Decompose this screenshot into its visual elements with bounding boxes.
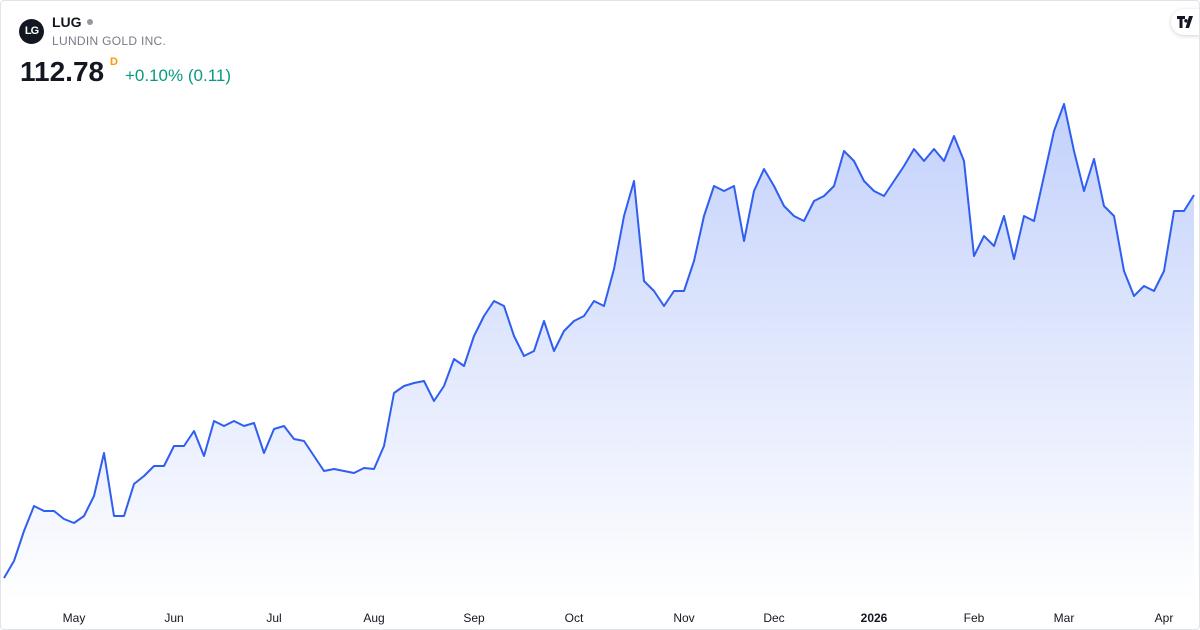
price-change: +0.10% (0.11) xyxy=(125,66,232,85)
x-tick-label: Aug xyxy=(363,611,384,625)
x-tick-label: Oct xyxy=(565,611,584,625)
status-dot xyxy=(86,19,93,25)
company-name: LUNDIN GOLD INC. xyxy=(52,34,167,48)
x-tick-label: Jul xyxy=(266,611,281,625)
area-fill xyxy=(4,104,1194,601)
interval: D xyxy=(110,56,118,68)
x-tick-label: Feb xyxy=(964,611,985,625)
tradingview-logo[interactable] xyxy=(1171,9,1199,35)
x-tick-label: 2026 xyxy=(861,611,888,625)
logo-icon xyxy=(1177,16,1193,28)
price-line xyxy=(3,103,1195,579)
x-tick-label: Apr xyxy=(1155,611,1174,625)
x-tick-label: Mar xyxy=(1054,611,1075,625)
x-tick-label: Sep xyxy=(463,611,485,625)
symbol-logo: LG xyxy=(19,19,44,44)
x-tick-label: May xyxy=(63,611,86,625)
x-tick-label: Dec xyxy=(763,611,784,625)
x-tick-label: Jun xyxy=(164,611,183,625)
symbol: LUG xyxy=(52,14,82,30)
symbol-row: LUG xyxy=(52,14,93,30)
x-tick-label: Nov xyxy=(673,611,694,625)
price: 112.78 xyxy=(20,56,105,87)
